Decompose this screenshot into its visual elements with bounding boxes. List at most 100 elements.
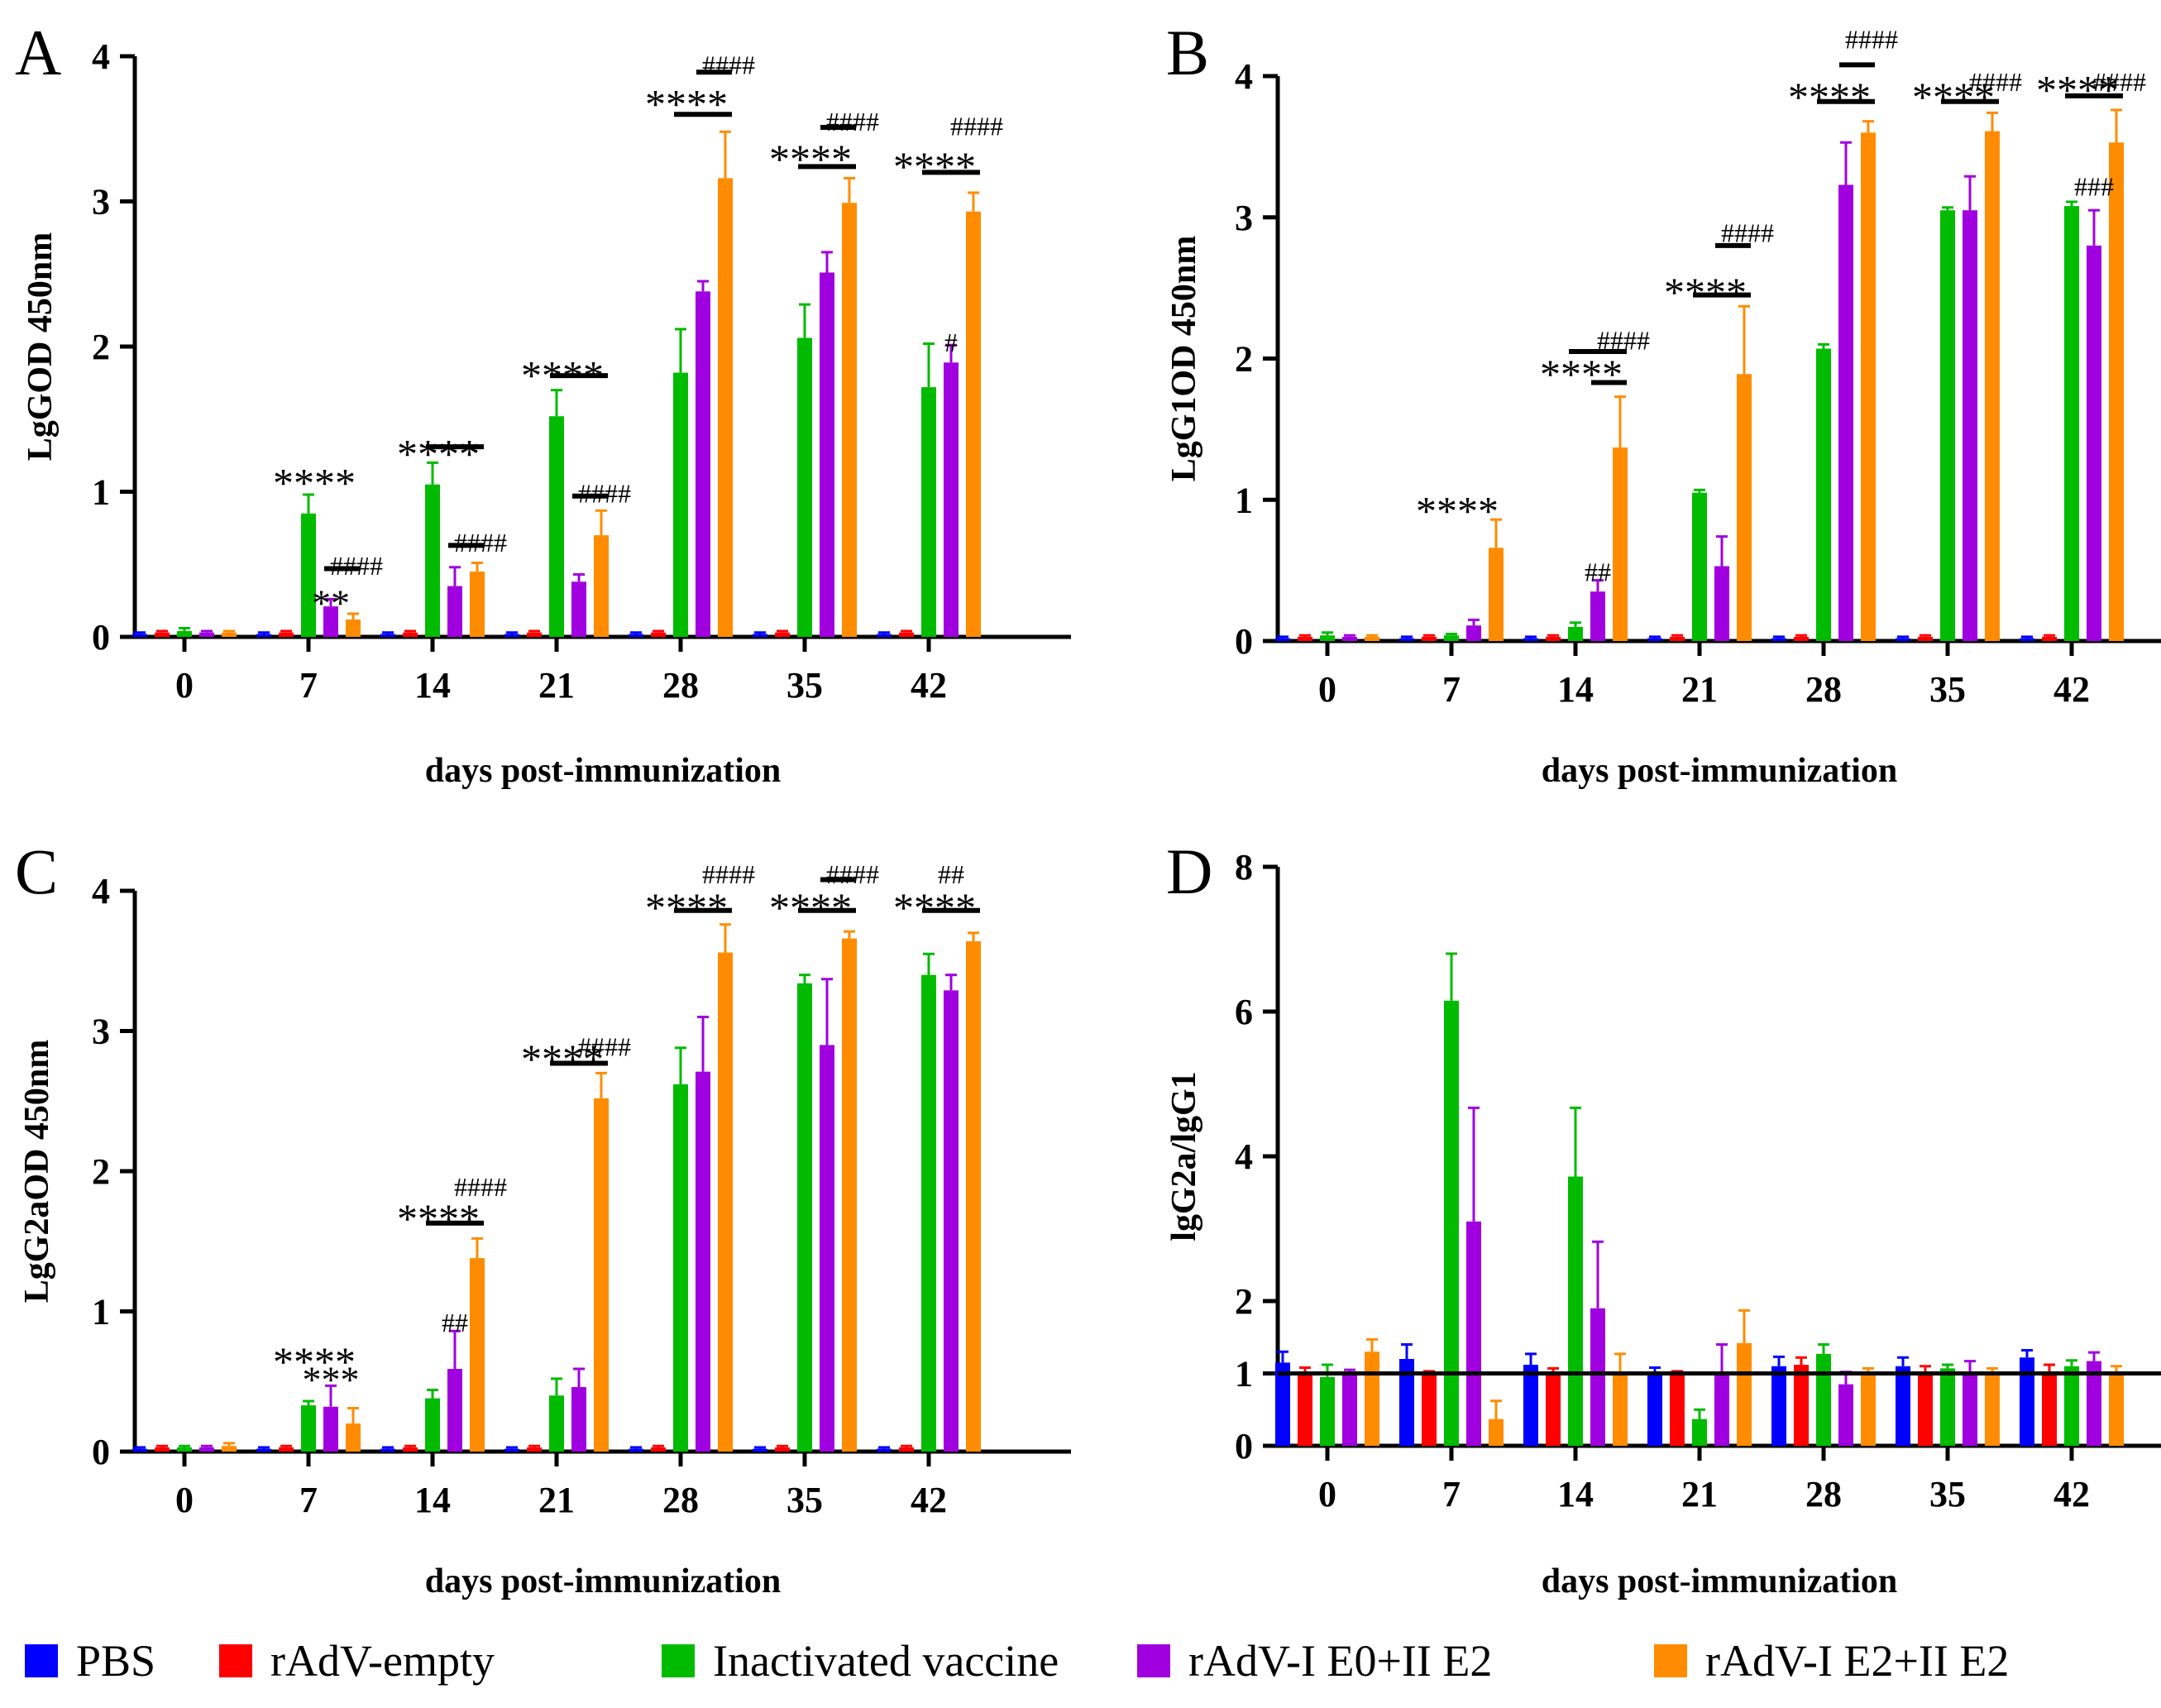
significance-label: #### xyxy=(2093,67,2146,97)
significance-label: **** xyxy=(521,1036,604,1082)
bar xyxy=(1590,591,1605,641)
significance-label: #### xyxy=(454,1172,507,1202)
legend-label: rAdV-empty xyxy=(270,1636,495,1686)
bar xyxy=(775,632,790,637)
x-tick-label: 28 xyxy=(662,1480,699,1520)
legend-swatch xyxy=(219,1644,252,1677)
y-tick-label: 3 xyxy=(92,182,110,222)
bar xyxy=(1298,636,1312,641)
bar xyxy=(527,1447,542,1452)
bar xyxy=(921,974,936,1452)
x-tick-label: 14 xyxy=(1557,1474,1594,1514)
legend-swatch xyxy=(1137,1644,1170,1677)
bar xyxy=(1918,636,1933,641)
bar xyxy=(504,634,519,637)
x-tick-label: 35 xyxy=(1929,669,1966,710)
x-axis-title: days post-immunization xyxy=(425,752,782,790)
bar xyxy=(549,1395,564,1452)
bar xyxy=(629,1448,643,1452)
bar xyxy=(1861,132,1876,642)
bar xyxy=(1399,1359,1414,1446)
bar xyxy=(1320,1376,1335,1446)
significance-label: *** xyxy=(303,1359,360,1401)
bar xyxy=(1523,1365,1538,1446)
bar xyxy=(470,1258,485,1452)
bar xyxy=(199,1447,214,1452)
x-tick-label: 21 xyxy=(538,1480,575,1520)
bar xyxy=(696,1071,710,1452)
bar xyxy=(1590,1308,1605,1446)
bar xyxy=(1940,210,1955,641)
bar xyxy=(966,211,981,637)
y-tick-label: 4 xyxy=(1235,56,1253,97)
significance-label: **** xyxy=(1416,487,1499,533)
x-tick-label: 35 xyxy=(786,665,823,706)
bar xyxy=(1737,1342,1752,1446)
bar xyxy=(1647,638,1662,641)
bar xyxy=(1714,1373,1729,1446)
significance-label: **** xyxy=(1912,74,1995,120)
bar xyxy=(797,337,812,637)
panel-letter: B xyxy=(1166,17,1209,89)
y-tick-label: 3 xyxy=(92,1012,110,1052)
bar xyxy=(2087,1361,2101,1446)
significance-label: **** xyxy=(769,136,852,182)
bar xyxy=(447,1368,462,1452)
bar xyxy=(2064,206,2079,642)
bar xyxy=(1918,1371,1933,1446)
bar xyxy=(1963,1371,1977,1446)
x-tick-label: 0 xyxy=(175,665,194,706)
significance-label: #### xyxy=(1969,67,2022,97)
bar xyxy=(718,952,733,1452)
bar xyxy=(1466,625,1481,641)
bar xyxy=(696,291,710,637)
significance-label: **** xyxy=(521,352,604,399)
bar xyxy=(775,1447,790,1452)
bar xyxy=(1794,1365,1809,1446)
bar xyxy=(921,387,936,637)
y-axis-title: LgGOD 450nm xyxy=(22,232,60,462)
bar xyxy=(1613,447,1628,641)
y-tick-label: 2 xyxy=(92,1151,110,1192)
y-axis-title: LgG1OD 450nm xyxy=(1165,236,1203,482)
bar xyxy=(346,619,361,637)
bar xyxy=(1422,636,1437,641)
significance-label: #### xyxy=(1597,325,1650,355)
x-tick-label: 14 xyxy=(1557,669,1594,710)
bar xyxy=(1444,1000,1459,1446)
legend-swatch xyxy=(662,1644,695,1677)
legend-label: PBS xyxy=(76,1636,156,1686)
bar xyxy=(323,1406,338,1452)
x-tick-label: 0 xyxy=(1318,1474,1336,1514)
bar xyxy=(2042,636,2057,641)
bar xyxy=(1771,638,1786,641)
x-tick-label: 7 xyxy=(299,665,318,706)
x-tick-label: 14 xyxy=(414,1480,451,1520)
significance-label: **** xyxy=(645,80,728,127)
significance-label: #### xyxy=(826,107,879,136)
significance-label: #### xyxy=(702,50,755,80)
bar xyxy=(1896,1366,1910,1446)
x-axis-title: days post-immunization xyxy=(1542,752,1898,790)
significance-label: **** xyxy=(2036,67,2119,113)
bar xyxy=(718,178,733,638)
bar xyxy=(2042,1373,2057,1446)
y-tick-label: 1 xyxy=(1235,480,1253,520)
x-tick-label: 42 xyxy=(911,665,947,706)
x-tick-label: 35 xyxy=(1929,1474,1966,1514)
bar xyxy=(403,632,418,637)
bar xyxy=(346,1423,361,1452)
significance-label: #### xyxy=(330,551,383,581)
bar xyxy=(1816,348,1831,641)
y-tick-label: 1 xyxy=(1235,1354,1253,1395)
bar xyxy=(1320,635,1335,641)
bar xyxy=(797,983,812,1452)
y-tick-label: 0 xyxy=(92,1432,110,1472)
bar xyxy=(2087,245,2101,641)
bar xyxy=(842,203,857,637)
y-tick-label: 6 xyxy=(1235,992,1253,1032)
bar xyxy=(1365,636,1379,641)
significance-label: #### xyxy=(950,111,1003,141)
bar xyxy=(279,1447,294,1452)
